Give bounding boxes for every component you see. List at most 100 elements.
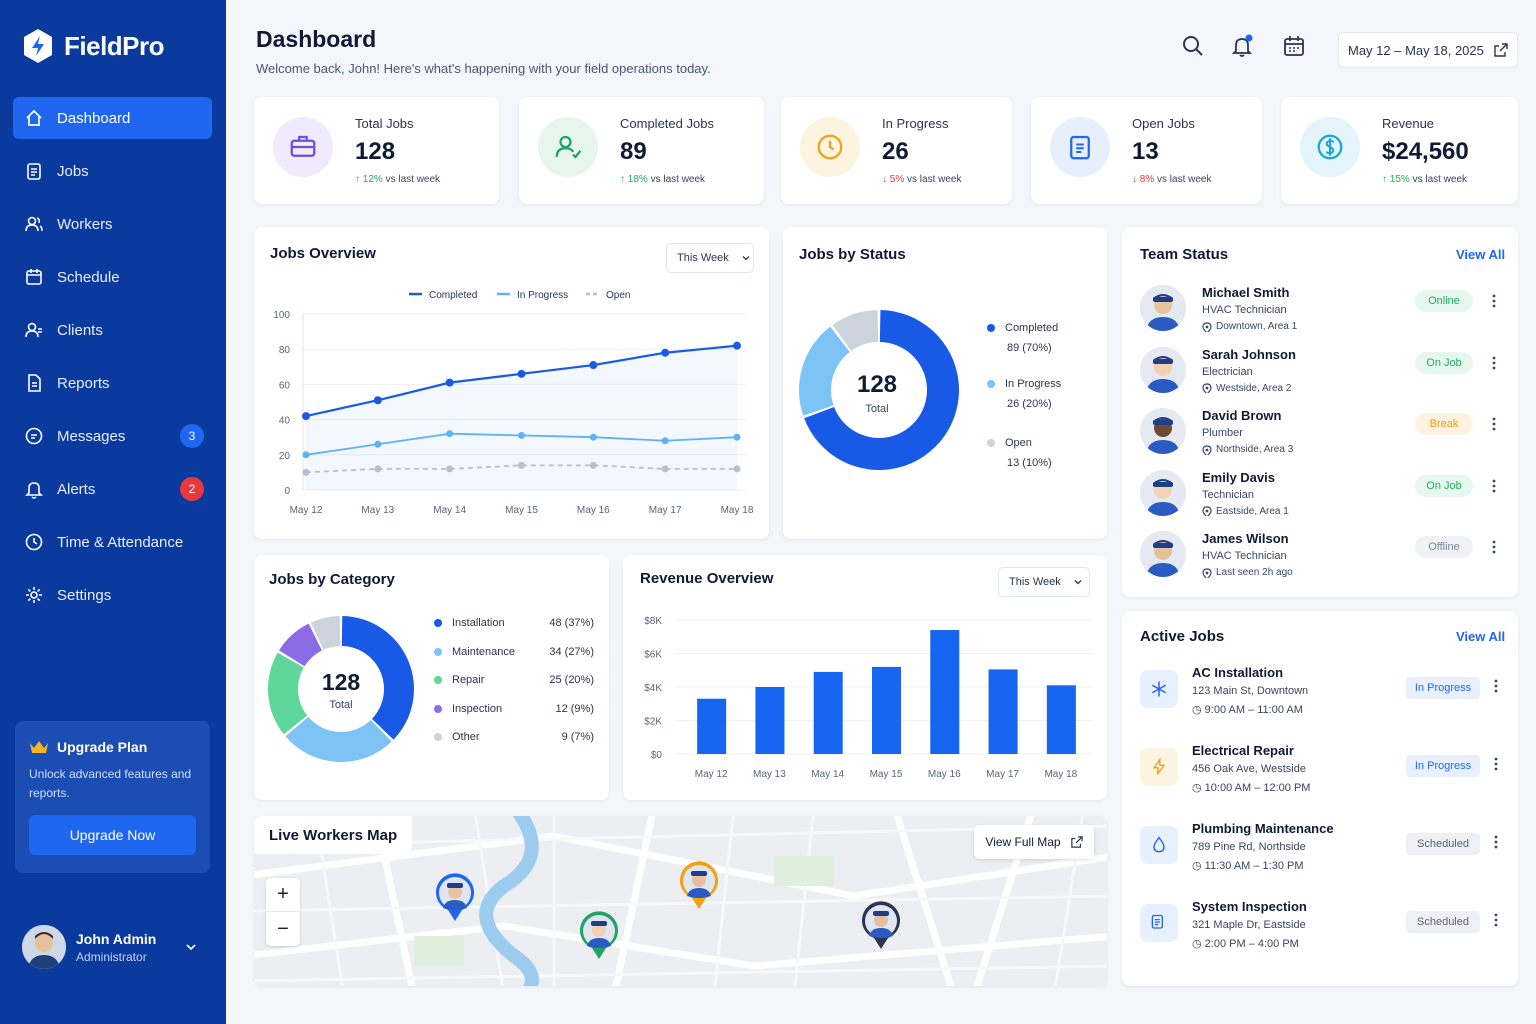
active-job-row[interactable]: Electrical Repair 456 Oak Ave, Westside … [1140,743,1502,809]
more-options-icon[interactable] [1494,757,1498,771]
crown-icon [30,741,48,753]
bell-icon [25,482,43,499]
stat-icon-bg [800,117,860,177]
sidebar-item-time-attendance[interactable]: Time & Attendance [13,521,212,563]
team-member-row[interactable]: Emily Davis Technician Eastside, Area 1 … [1140,468,1500,528]
sidebar-item-label: Schedule [57,268,120,286]
slice-repair [268,652,308,735]
stat-card-completed-jobs[interactable]: Completed Jobs 89 ↑ 18% vs last week [519,97,764,204]
worker-map-marker[interactable] [678,860,720,910]
data-point [517,369,526,378]
stat-delta-value: 8% [1139,174,1155,185]
data-point [589,461,597,469]
x-tick-label: May 16 [577,505,610,516]
sidebar-item-messages[interactable]: Messages 3 [13,415,212,457]
job-icon-bg [1140,826,1178,864]
y-tick-label: $6K [644,650,662,661]
bell-icon[interactable] [1230,34,1254,58]
status-legend-item: Open 13 (10%) [987,437,1052,469]
worker-map-marker[interactable] [434,872,476,922]
calendar-icon[interactable] [1282,34,1306,58]
map-title: Live Workers Map [269,826,398,844]
client-icon [25,322,42,338]
stat-card-in-progress[interactable]: In Progress 26 ↓ 5% vs last week [781,97,1012,204]
legend-value: 26 (20%) [1007,398,1052,410]
team-status-card: Team Status View All Michael Smith HVAC … [1122,227,1518,597]
zoom-out-button[interactable]: − [277,917,289,940]
legend-dot [434,676,442,684]
worker-map-marker[interactable] [578,910,620,960]
user-name: John Admin [76,930,157,947]
worker-map-marker[interactable] [860,900,902,950]
nav-badge: 3 [180,424,204,448]
sidebar-item-dashboard[interactable]: Dashboard [13,97,212,139]
sidebar-item-settings[interactable]: Settings [13,574,212,616]
jobs-overview-card: Jobs Overview This Week 0 20 40 60 80 100 May … [254,227,769,539]
revenue-bar [930,630,960,754]
sidebar: FieldPro Dashboard Jobs Workers Schedule Cli… [0,0,226,1024]
app-logo[interactable]: FieldPro [22,28,165,64]
team-view-all-link[interactable]: View All [1456,247,1506,262]
user-profile[interactable]: John Admin Administrator [22,925,198,969]
more-options-icon[interactable] [1492,356,1496,370]
sidebar-item-label: Alerts [57,480,96,498]
team-member-row[interactable]: David Brown Plumber Northside, Area 3 Br… [1140,406,1500,466]
active-job-row[interactable]: AC Installation 123 Main St, Downtown ◷ … [1140,665,1502,731]
more-options-icon[interactable] [1492,417,1496,431]
jobs-view-all-link[interactable]: View All [1456,629,1506,644]
sidebar-item-workers[interactable]: Workers [13,203,212,245]
sidebar-item-clients[interactable]: Clients [13,309,212,351]
view-full-map-button[interactable]: View Full Map [974,825,1094,859]
team-member-role: Electrician [1202,365,1253,378]
stat-card-open-jobs[interactable]: Open Jobs 13 ↓ 8% vs last week [1031,97,1262,204]
active-job-row[interactable]: System Inspection 321 Maple Dr, Eastside… [1140,899,1502,965]
revenue-period-select[interactable]: This Week [998,567,1090,597]
more-options-icon[interactable] [1494,835,1498,849]
stat-delta-value: 18% [627,174,648,185]
data-point [733,433,741,441]
more-options-icon[interactable] [1492,540,1496,554]
more-options-icon[interactable] [1492,479,1496,493]
briefcase-icon [290,135,316,157]
date-range-picker[interactable]: May 12 – May 18, 2025 [1338,32,1518,68]
team-member-name: David Brown [1202,408,1282,423]
dollar-icon [1317,134,1343,160]
stat-delta-text: vs last week [385,174,441,185]
live-workers-map[interactable]: Live Workers Map View Full Map + − [254,816,1107,986]
active-job-row[interactable]: Plumbing Maintenance 789 Pine Rd, Norths… [1140,821,1502,887]
team-member-row[interactable]: Michael Smith HVAC Technician Downtown, … [1140,283,1500,343]
location-text: Westside, Area 2 [1216,382,1292,394]
team-member-row[interactable]: James Wilson HVAC Technician Last seen 2… [1140,529,1500,589]
status-badge: Online [1415,290,1473,312]
sidebar-item-reports[interactable]: Reports [13,362,212,404]
stat-card-total-jobs[interactable]: Total Jobs 128 ↑ 12% vs last week [254,97,499,204]
team-member-name: Emily Davis [1202,469,1275,485]
stat-delta-text: vs last week [650,174,706,185]
team-member-row[interactable]: Sarah Johnson Electrician Westside, Area… [1140,345,1500,405]
stat-card-revenue[interactable]: Revenue $24,560 ↑ 15% vs last week [1281,97,1518,204]
sidebar-item-schedule[interactable]: Schedule [13,256,212,298]
avatar [1140,346,1186,393]
status-total-value: 128 [856,371,898,398]
x-tick-label: May 12 [695,769,728,780]
sidebar-item-jobs[interactable]: Jobs [13,150,212,192]
map-title-box: Live Workers Map [254,816,413,854]
data-point [589,433,597,441]
more-options-icon[interactable] [1494,913,1498,927]
page-title: Dashboard [256,26,377,52]
upgrade-now-button[interactable]: Upgrade Now [29,815,196,855]
sidebar-item-alerts[interactable]: Alerts 2 [13,468,212,510]
job-time: ◷ 10:00 AM – 12:00 PM [1192,781,1310,794]
legend-label: In Progress [1005,378,1062,390]
sidebar-item-label: Settings [57,586,112,604]
search-icon[interactable] [1181,34,1205,58]
more-options-icon[interactable] [1494,679,1498,693]
jobs-overview-period-select[interactable]: This Week [666,243,754,273]
legend-value: 12 (9%) [555,702,594,715]
more-options-icon[interactable] [1492,294,1496,308]
zoom-in-button[interactable]: + [266,878,300,912]
clock-icon: ◷ [1192,704,1202,716]
calendar-icon [26,269,42,285]
chevron-down-icon[interactable] [184,940,198,954]
stat-delta-value: 12% [362,174,383,185]
